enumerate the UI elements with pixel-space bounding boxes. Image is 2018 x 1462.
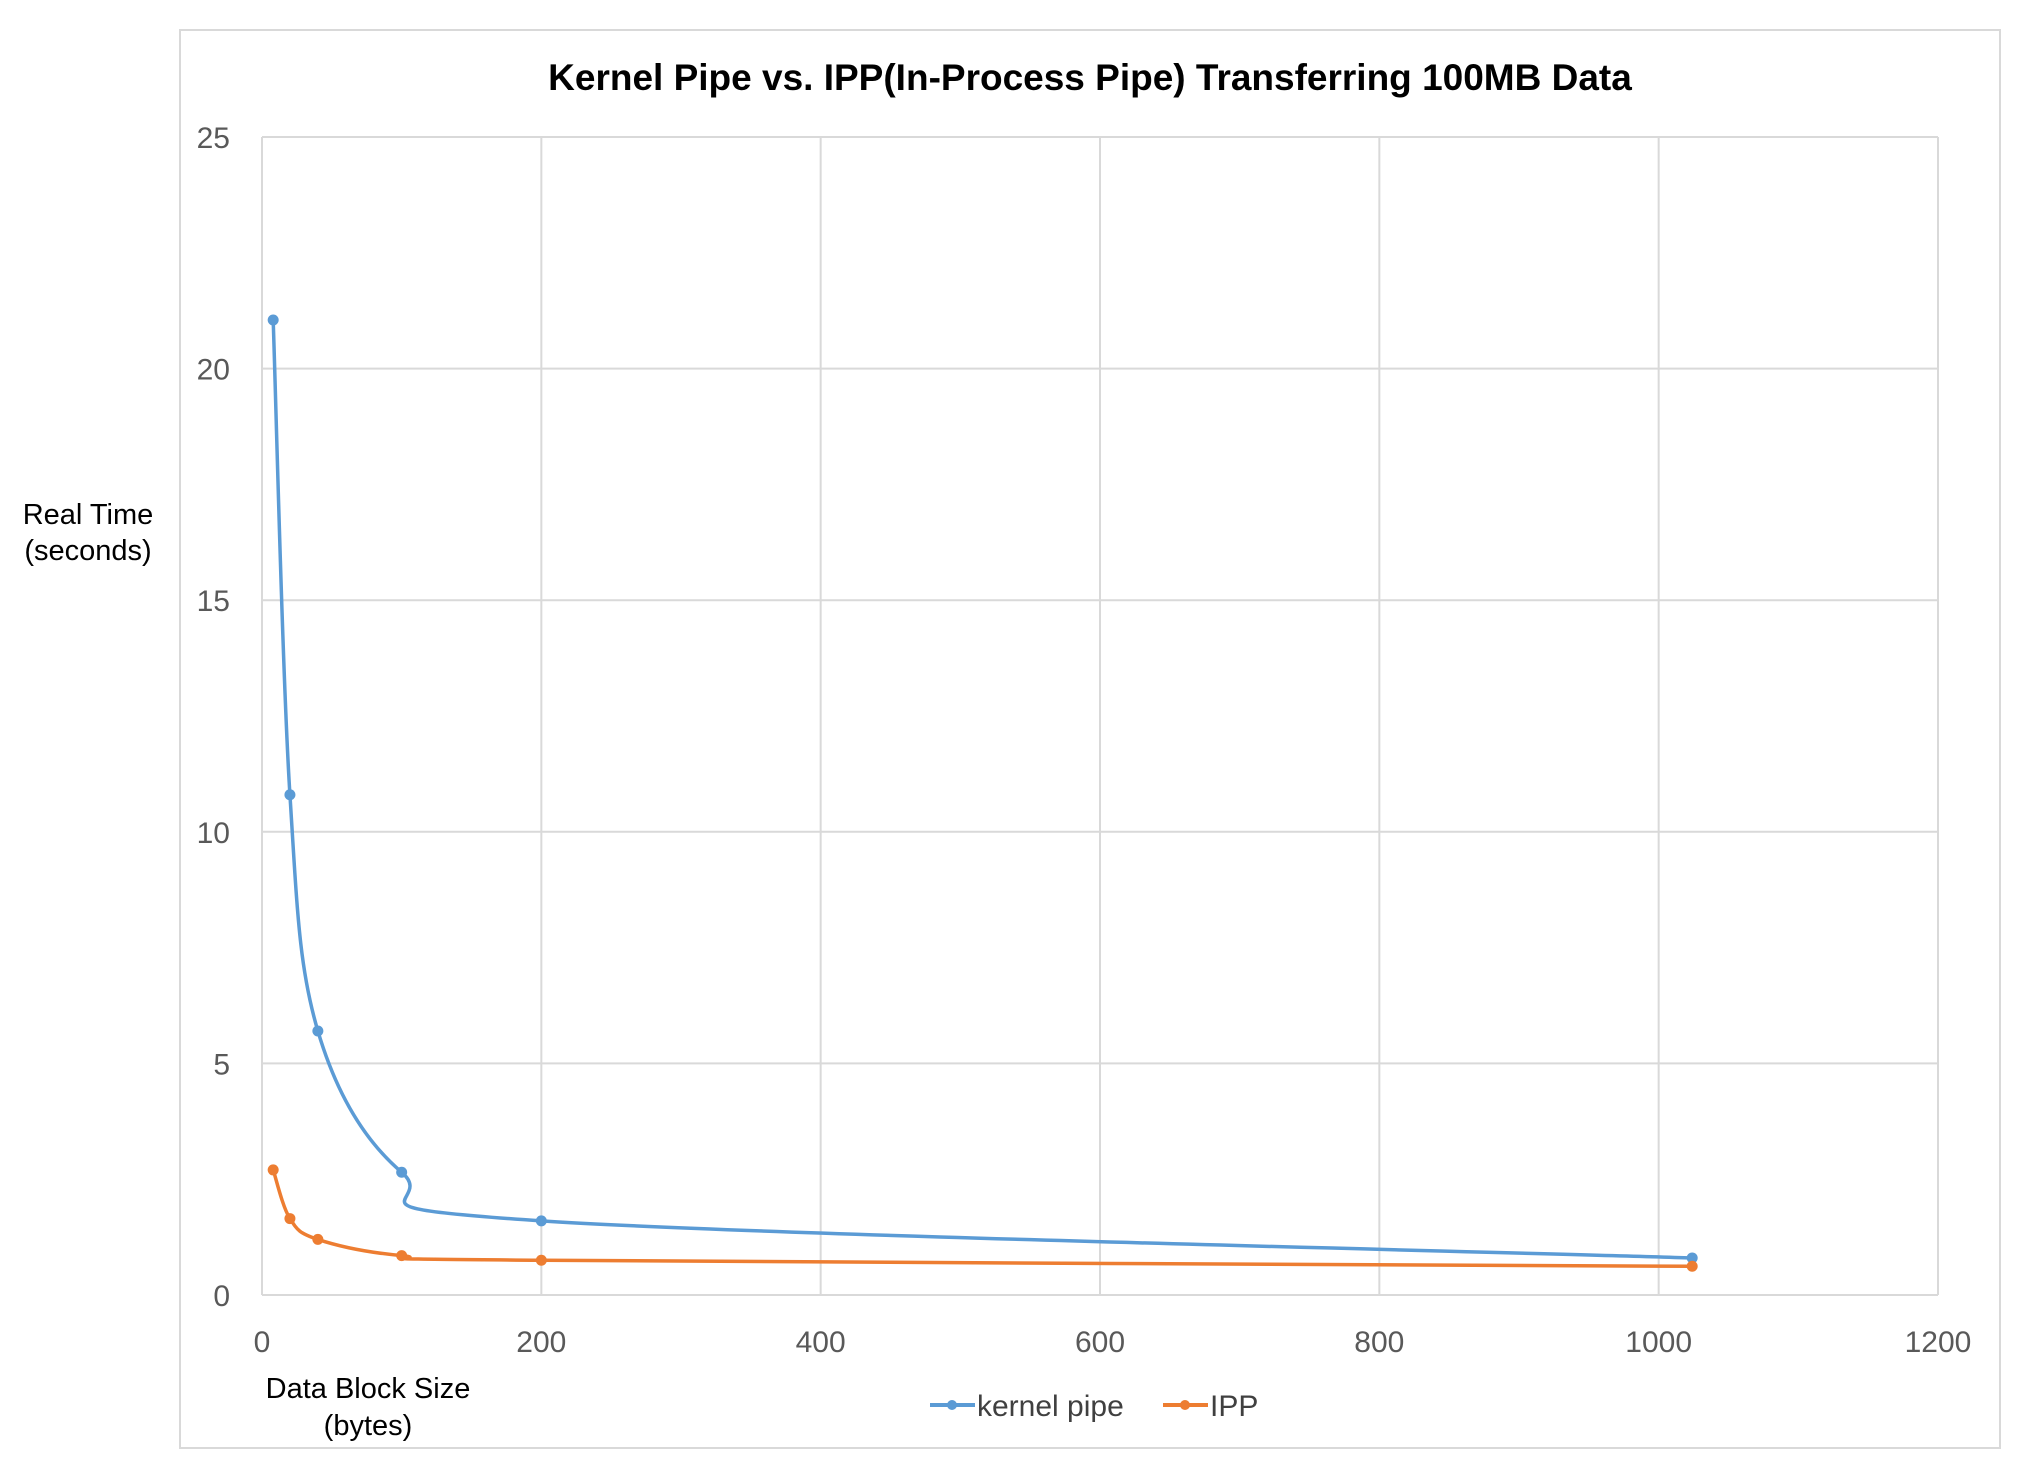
legend-label-kernel-pipe: kernel pipe [977,1390,1124,1423]
x-tick-label: 1000 [1625,1326,1692,1359]
y-axis-label-line1: Real Time [23,499,154,531]
x-tick-label: 0 [254,1326,271,1359]
data-point-kernel-pipe [396,1166,408,1178]
data-point-ipp [535,1254,547,1266]
legend-item-kernel-pipe: kernel pipe [930,1390,1124,1423]
y-tick-label: 25 [197,122,230,155]
series-kernel-pipe [267,314,1698,1264]
y-tick-label: 0 [213,1280,230,1313]
y-axis-ticks: 0 5 10 15 20 25 [197,122,230,1313]
x-tick-label: 400 [796,1326,846,1359]
x-axis-label-line2: (bytes) [324,1410,413,1442]
data-point-kernel-pipe [312,1025,324,1037]
x-tick-label: 200 [516,1326,566,1359]
x-axis-label-line1: Data Block Size [266,1373,471,1405]
x-tick-label: 800 [1354,1326,1404,1359]
data-point-kernel-pipe [284,789,296,801]
legend-item-ipp: IPP [1163,1390,1258,1423]
chart-title: Kernel Pipe vs. IPP(In-Process Pipe) Tra… [548,57,1632,98]
data-point-ipp [267,1164,279,1176]
y-tick-label: 15 [197,585,230,618]
x-tick-label: 1200 [1905,1326,1972,1359]
y-axis-label-line2: (seconds) [24,535,151,567]
data-point-ipp [396,1250,408,1262]
chart-border [179,29,2001,1449]
y-tick-label: 5 [213,1048,230,1081]
gridlines [261,136,1939,1296]
series-layer [267,314,1698,1272]
series-line-ipp [271,1168,1694,1269]
data-point-kernel-pipe [1686,1252,1698,1264]
data-point-ipp [1686,1260,1698,1272]
series-ipp [267,1164,1698,1272]
legend: kernel pipe IPP [930,1390,1258,1423]
x-axis-ticks: 0 200 400 600 800 1000 1200 [254,1326,1972,1359]
data-point-ipp [312,1233,324,1245]
legend-label-ipp: IPP [1210,1390,1258,1423]
legend-marker-ipp [1180,1400,1190,1410]
data-point-kernel-pipe [535,1215,547,1227]
data-point-kernel-pipe [267,314,279,326]
x-tick-label: 600 [1075,1326,1125,1359]
y-tick-label: 20 [197,354,230,387]
legend-marker-kernel-pipe [947,1400,957,1410]
data-point-ipp [284,1213,296,1225]
y-tick-label: 10 [197,817,230,850]
